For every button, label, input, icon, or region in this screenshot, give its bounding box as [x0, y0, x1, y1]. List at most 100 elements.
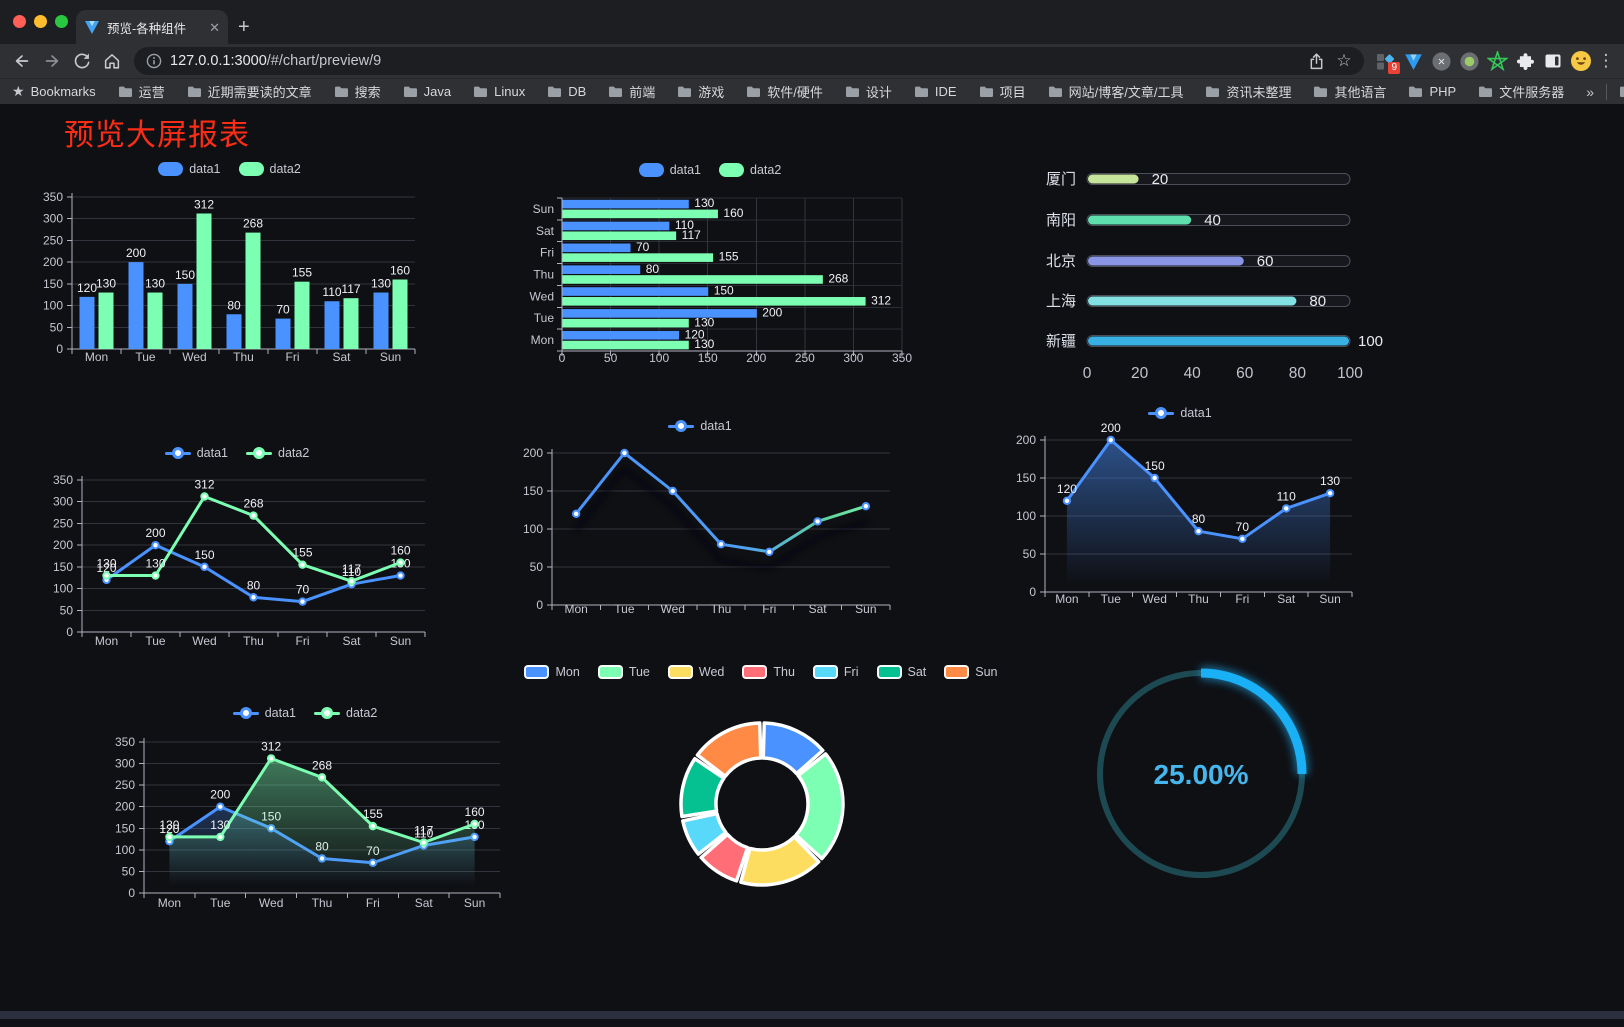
home-button[interactable] — [98, 47, 126, 75]
svg-text:Tue: Tue — [1101, 592, 1122, 606]
svg-text:厦门: 厦门 — [1046, 171, 1076, 188]
svg-text:312: 312 — [261, 739, 281, 753]
bookmark-folder-item[interactable]: 近期需要读的文章 — [187, 82, 312, 101]
bookmark-folder-item[interactable]: 前端 — [608, 82, 655, 101]
minimize-window-button[interactable] — [34, 15, 47, 28]
bookmarks-separator — [1606, 83, 1608, 100]
svg-text:Mon: Mon — [531, 333, 554, 347]
bookmark-folder-item[interactable]: 网站/博客/文章/工具 — [1048, 82, 1183, 101]
svg-text:130: 130 — [96, 557, 116, 571]
browser-menu-icon[interactable]: ⋮ — [1597, 51, 1615, 70]
bookmark-folder-item[interactable]: 项目 — [979, 82, 1026, 101]
pie-legend-marker — [524, 665, 550, 679]
legend-item[interactable]: data1 — [158, 162, 221, 176]
forward-button[interactable] — [38, 47, 66, 75]
svg-text:Fri: Fri — [366, 896, 380, 910]
bookmark-folder-item[interactable]: 其他语言 — [1313, 82, 1386, 101]
site-info-icon[interactable] — [146, 53, 162, 69]
maximize-window-button[interactable] — [55, 15, 68, 28]
svg-text:130: 130 — [1320, 474, 1340, 488]
star-icon: ★ — [12, 83, 25, 99]
bookmark-folder-item[interactable]: 游戏 — [677, 82, 724, 101]
svg-text:Sun: Sun — [380, 350, 401, 364]
legend-item[interactable]: Sun — [944, 665, 998, 679]
url-host: 127.0.0.1:3000 — [170, 53, 267, 69]
vue-devtools-icon[interactable] — [1400, 47, 1426, 75]
legend-item[interactable]: data2 — [719, 163, 781, 177]
gauge-value-text: 25.00% — [1154, 759, 1249, 790]
back-button[interactable] — [8, 47, 36, 75]
tab-close-icon[interactable]: ✕ — [209, 19, 220, 35]
svg-text:Thu: Thu — [312, 896, 333, 910]
profile-avatar[interactable] — [1568, 47, 1594, 75]
share-icon[interactable] — [1302, 47, 1330, 75]
side-panel-icon[interactable] — [1540, 47, 1566, 75]
extension-dot-icon[interactable] — [1456, 47, 1482, 75]
extensions-puzzle-icon[interactable] — [1512, 47, 1538, 75]
svg-text:130: 130 — [694, 196, 714, 210]
bookmark-folder-item[interactable]: Linux — [473, 84, 525, 99]
legend-item[interactable]: Sat — [876, 665, 926, 679]
bookmarks-root[interactable]: ★ Bookmarks — [12, 83, 96, 99]
legend-item[interactable]: data2 — [314, 706, 377, 720]
reload-button[interactable] — [68, 47, 96, 75]
browser-tab[interactable]: 预览-各种组件 ✕ — [76, 10, 228, 44]
chart-legend: data1 — [990, 406, 1370, 420]
legend-item[interactable]: Tue — [597, 665, 650, 679]
bookmark-folder-item[interactable]: PHP — [1408, 84, 1456, 99]
svg-text:110: 110 — [414, 827, 433, 841]
url-text[interactable]: 127.0.0.1:3000/#/chart/preview/9 — [170, 53, 381, 69]
window-bottom-strip — [0, 1011, 1624, 1019]
svg-text:Sat: Sat — [332, 350, 351, 364]
bookmark-folder-item[interactable]: 软件/硬件 — [746, 82, 823, 101]
svg-text:Sat: Sat — [1277, 592, 1296, 606]
bookmark-folder-item[interactable]: 设计 — [845, 82, 892, 101]
gradient-line-chart: data1 0 50 100 150 200 Mon Tue Wed Thu Fri Sat Sun — [505, 410, 895, 622]
legend-item[interactable]: data1 — [668, 419, 732, 433]
bookmark-folder-item[interactable]: IDE — [914, 84, 957, 99]
extension-grid-icon[interactable]: 9 — [1372, 47, 1400, 75]
legend-item[interactable]: data1 — [164, 446, 228, 460]
bookmark-folder-item[interactable]: 资讯未整理 — [1205, 82, 1291, 101]
chart-legend: data1 data2 — [505, 163, 915, 177]
other-bookmarks[interactable]: 其他书签 — [1619, 82, 1624, 101]
svg-text:160: 160 — [390, 544, 410, 558]
bookmark-folder-item[interactable]: 文件服务器 — [1478, 82, 1564, 101]
extension-circle-icon[interactable]: ✕ — [1428, 47, 1454, 75]
svg-text:50: 50 — [604, 351, 618, 365]
svg-text:155: 155 — [719, 250, 739, 264]
svg-text:Sun: Sun — [390, 634, 411, 648]
legend-item[interactable]: Fri — [812, 665, 859, 679]
svg-text:Tue: Tue — [145, 634, 166, 648]
svg-text:150: 150 — [1016, 471, 1036, 485]
bookmarks-overflow-chevron[interactable]: » — [1586, 83, 1595, 100]
bookmark-folder-item[interactable]: 运营 — [118, 82, 165, 101]
bookmark-folder-item[interactable]: 搜索 — [334, 82, 381, 101]
legend-item[interactable]: data2 — [238, 162, 301, 176]
legend-item[interactable]: Thu — [742, 665, 795, 679]
new-tab-button[interactable]: + — [238, 16, 250, 38]
legend-item[interactable]: data2 — [246, 446, 309, 460]
svg-text:Tue: Tue — [135, 350, 156, 364]
line-legend-marker — [668, 419, 695, 433]
legend-item[interactable]: data1 — [1148, 406, 1212, 420]
svg-text:300: 300 — [43, 212, 63, 226]
gauge-chart: 25.00% — [1085, 660, 1325, 900]
svg-text:70: 70 — [296, 583, 310, 597]
chart-canvas: 0 50 100 150 200 250 300 350 Mon Tue Wed Thu Fri Sat S… — [53, 473, 426, 648]
legend-item[interactable]: Mon — [524, 665, 580, 679]
legend-item[interactable]: data1 — [638, 163, 701, 177]
legend-item[interactable]: Wed — [667, 665, 724, 679]
bookmark-folder-item[interactable]: DB — [547, 84, 586, 99]
green-star-icon[interactable] — [1484, 47, 1510, 75]
svg-text:80: 80 — [646, 262, 660, 276]
svg-text:0: 0 — [1029, 585, 1036, 599]
svg-text:80: 80 — [1192, 512, 1206, 526]
legend-item[interactable]: data1 — [232, 706, 296, 720]
close-window-button[interactable] — [13, 15, 26, 28]
address-bar[interactable]: 127.0.0.1:3000/#/chart/preview/9 ☆ — [134, 47, 1364, 75]
bookmark-folder-item[interactable]: Java — [403, 84, 451, 99]
svg-text:Wed: Wed — [530, 289, 554, 303]
bookmark-star-icon[interactable]: ☆ — [1336, 51, 1352, 70]
browser-toolbar: 127.0.0.1:3000/#/chart/preview/9 ☆ 9 ✕ — [0, 44, 1624, 78]
